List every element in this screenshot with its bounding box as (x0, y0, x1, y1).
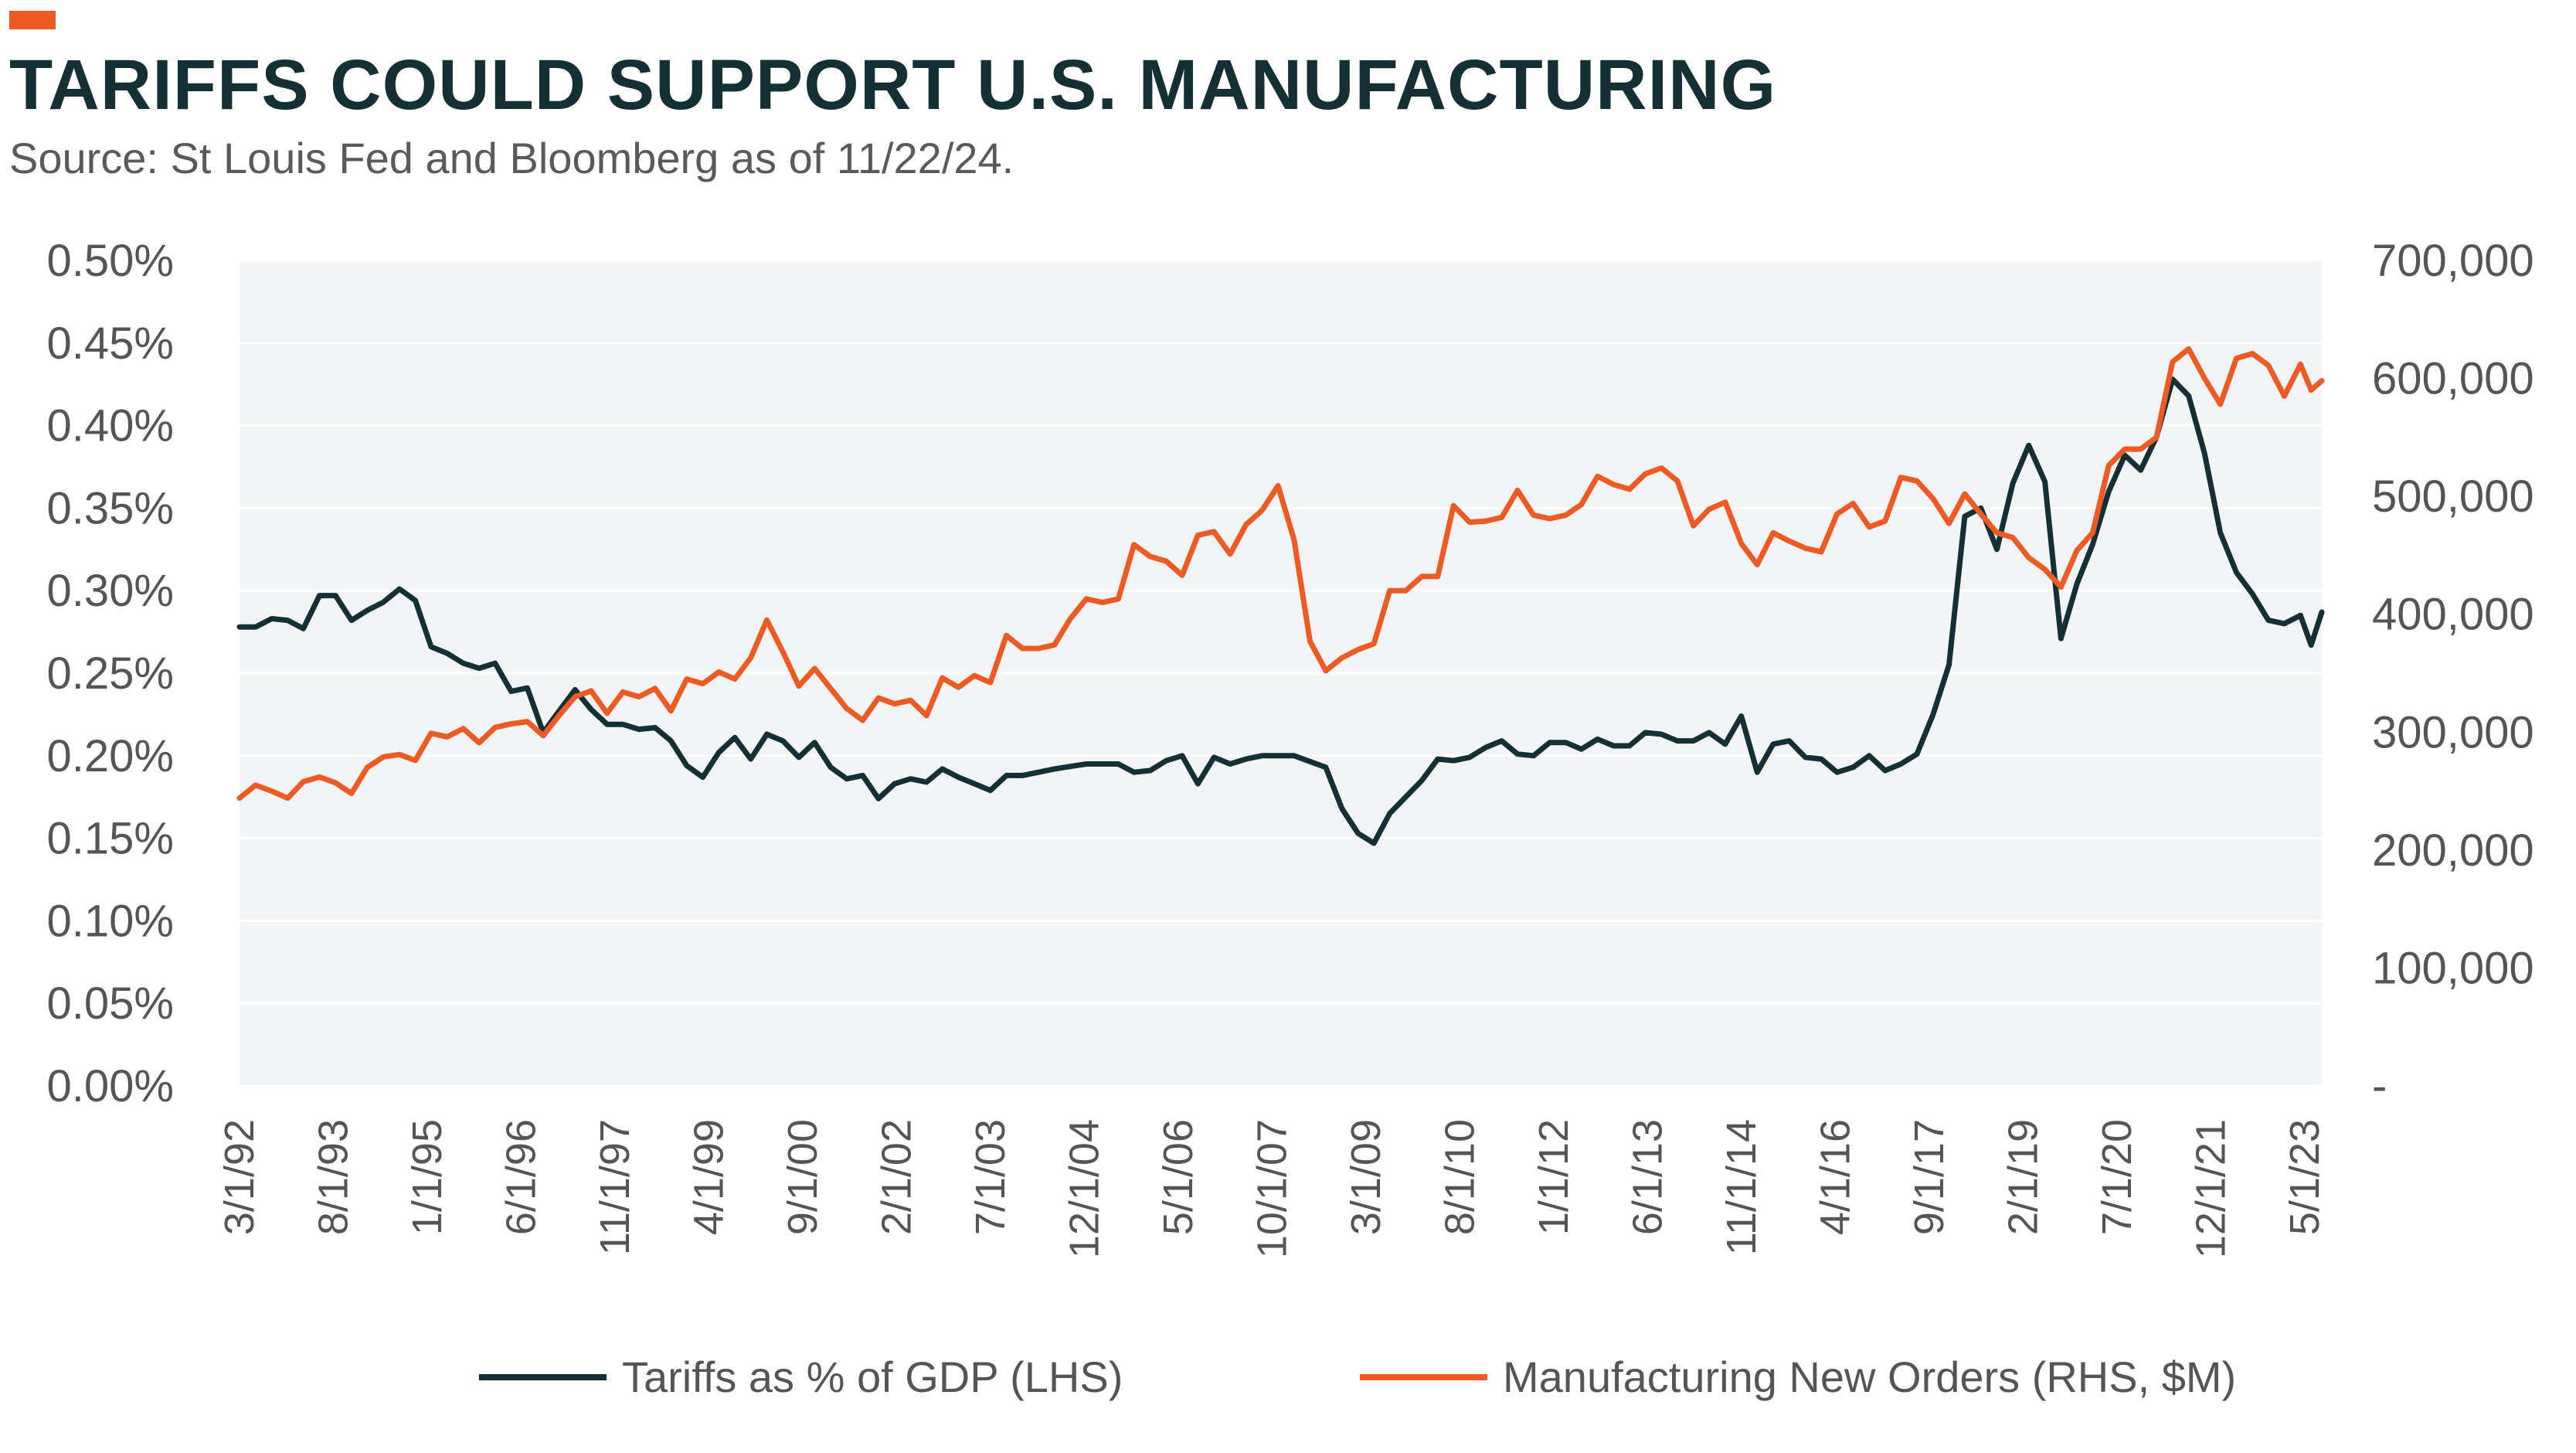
y-right-tick-label: 200,000 (2372, 825, 2534, 876)
y-left-tick-label: 0.00% (47, 1061, 174, 1111)
x-tick-label: 1/1/12 (1531, 1119, 1577, 1235)
x-tick-label: 4/1/16 (1813, 1119, 1859, 1235)
x-tick-label: 11/1/97 (592, 1119, 638, 1255)
x-tick-label: 7/1/20 (2094, 1119, 2140, 1235)
y-right-tick-label: 100,000 (2372, 943, 2534, 993)
x-tick-label: 4/1/99 (686, 1119, 732, 1235)
y-right-tick-label: 400,000 (2372, 590, 2534, 640)
series-line-manufacturing-orders (236, 345, 2325, 801)
x-tick-label: 1/1/95 (404, 1119, 450, 1235)
y-right-tick-label: - (2372, 1061, 2387, 1111)
y-left-tick-label: 0.20% (47, 731, 174, 781)
x-tick-label: 9/1/17 (1906, 1119, 1952, 1235)
x-tick-label: 8/1/93 (311, 1119, 357, 1235)
x-tick-label: 8/1/10 (1437, 1119, 1483, 1235)
y-left-tick-label: 0.10% (47, 896, 174, 946)
x-tick-label: 11/1/14 (1718, 1119, 1765, 1255)
x-tick-label: 9/1/00 (780, 1119, 826, 1235)
chart-title: TARIFFS COULD SUPPORT U.S. MANUFACTURING (9, 46, 1777, 124)
y-left-tick-label: 0.45% (47, 318, 174, 369)
y-left-tick-label: 0.35% (47, 483, 174, 533)
x-tick-label: 2/1/19 (2000, 1119, 2047, 1235)
y-left-tick-label: 0.05% (47, 978, 174, 1029)
x-tick-label: 12/1/21 (2188, 1119, 2234, 1258)
accent-bar (9, 11, 56, 29)
legend-label: Tariffs as % of GDP (LHS) (622, 1353, 1123, 1401)
x-tick-label: 6/1/13 (1625, 1119, 1671, 1235)
chart-source: Source: St Louis Fed and Bloomberg as of… (9, 134, 1014, 182)
y-left-tick-label: 0.40% (47, 401, 174, 451)
y-left-tick-label: 0.30% (47, 566, 174, 616)
plot-area (240, 259, 2322, 1087)
y-left-tick-label: 0.25% (47, 648, 174, 699)
series-line-tariffs (236, 376, 2325, 846)
x-tick-label: 5/1/06 (1155, 1119, 1201, 1235)
x-tick-label: 2/1/02 (874, 1119, 920, 1235)
x-tick-label: 7/1/03 (967, 1119, 1014, 1235)
legend: Tariffs as % of GDP (LHS) Manufacturing N… (479, 1353, 2236, 1401)
y-right-tick-label: 500,000 (2372, 471, 2534, 522)
y-left-tick-label: 0.50% (47, 236, 174, 286)
y-right-tick-label: 600,000 (2372, 354, 2534, 404)
x-tick-label: 5/1/23 (2282, 1119, 2328, 1235)
axes: 0.00% 0.05% 0.10% 0.15% 0.20% 0.25% 0.30% 0.35%… (47, 236, 2534, 1258)
x-tick-label: 6/1/96 (498, 1119, 545, 1235)
y-right-tick-label: 700,000 (2372, 236, 2534, 286)
x-tick-label: 12/1/04 (1062, 1119, 1108, 1258)
y-left-tick-label: 0.15% (47, 814, 174, 864)
x-tick-label: 3/1/09 (1343, 1119, 1389, 1235)
series-lines (236, 345, 2325, 846)
x-tick-label: 3/1/92 (216, 1119, 263, 1235)
legend-label: Manufacturing New Orders (RHS, $M) (1503, 1353, 2236, 1401)
y-right-tick-label: 300,000 (2372, 707, 2534, 757)
x-tick-label: 10/1/07 (1249, 1119, 1296, 1258)
